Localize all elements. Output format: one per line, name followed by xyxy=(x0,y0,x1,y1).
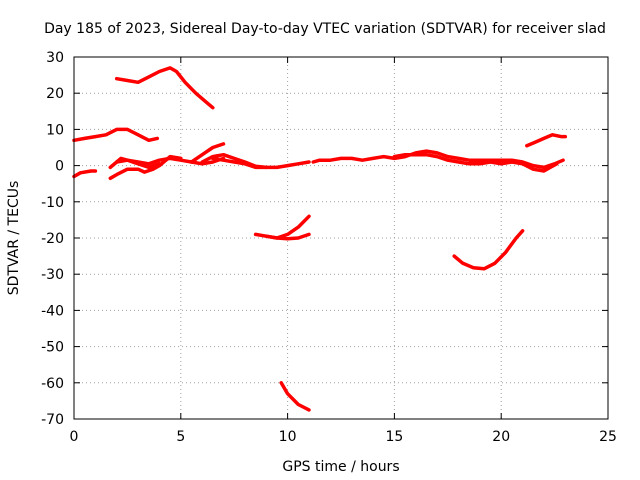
y-tick-label: -20 xyxy=(41,231,64,247)
x-tick-label: 5 xyxy=(176,429,185,445)
series-arc-10 xyxy=(253,232,311,241)
series-arc-6 xyxy=(114,156,226,166)
series-layer xyxy=(72,66,568,412)
series-arc-12 xyxy=(279,381,311,412)
series-arc-13 xyxy=(311,149,565,170)
series-arc-14 xyxy=(392,152,559,173)
y-tick-label: -10 xyxy=(41,195,64,211)
series-arc-1 xyxy=(72,169,98,179)
series-arc-15 xyxy=(452,229,525,271)
x-tick-label: 10 xyxy=(279,429,297,445)
y-tick-label: 20 xyxy=(46,86,64,102)
tick-layer: 0 5 10 15 20 25 -70 -60 -50 -40 -30 -20 -10 0 10 20 30 xyxy=(41,50,617,445)
series-arc-11 xyxy=(264,214,311,240)
x-tick-label: 15 xyxy=(385,429,403,445)
x-tick-label: 20 xyxy=(492,429,510,445)
y-tick-label: -60 xyxy=(41,376,64,392)
grid-layer xyxy=(74,57,608,419)
y-tick-label: -70 xyxy=(41,412,64,428)
chart-title: Day 185 of 2023, Sidereal Day-to-day VTE… xyxy=(44,21,606,37)
series-arc-2 xyxy=(72,127,160,143)
x-axis-label: GPS time / hours xyxy=(282,459,399,475)
x-tick-label: 25 xyxy=(599,429,617,445)
y-axis-label: SDTVAR / TECUs xyxy=(6,181,22,296)
x-tick-label: 0 xyxy=(70,429,79,445)
series-arc-7 xyxy=(189,142,226,164)
series-arc-9 xyxy=(211,156,268,170)
series-arc-3 xyxy=(114,66,215,110)
y-tick-label: -40 xyxy=(41,303,64,319)
y-tick-label: -50 xyxy=(41,340,64,356)
y-tick-label: -30 xyxy=(41,267,64,283)
y-tick-label: 10 xyxy=(46,122,64,138)
y-tick-label: 0 xyxy=(55,159,64,175)
y-tick-label: 30 xyxy=(46,50,64,66)
series-arc-16 xyxy=(525,133,568,148)
